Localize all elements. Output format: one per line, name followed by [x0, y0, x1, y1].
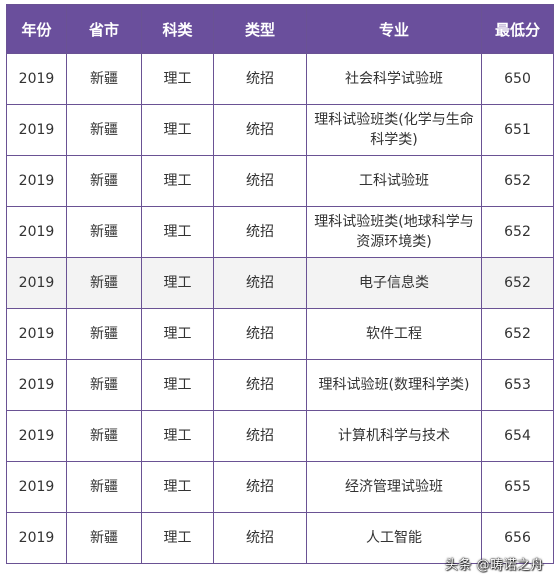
table-header-row: 年份 省市 科类 类型 专业 最低分	[6, 4, 554, 54]
table-row: 2019 新疆 理工 统招 工科试验班 652	[6, 155, 554, 207]
header-min-score: 最低分	[481, 4, 554, 54]
cell-major: 社会科学试验班	[306, 53, 482, 105]
table-row: 2019 新疆 理工 统招 理科试验班类(化学与生命科学类) 651	[6, 104, 554, 156]
header-type: 类型	[213, 4, 307, 54]
cell-major: 理科试验班类(地球科学与资源环境类)	[306, 206, 482, 258]
table-body: 2019 新疆 理工 统招 社会科学试验班 650 2019 新疆 理工 统招 理科试验班类(化学与…	[6, 53, 554, 564]
cell-type: 统招	[213, 461, 307, 513]
admissions-table: 年份 省市 科类 类型 专业 最低分 2019 新疆 理工 统招 社会科学试验班 650 2…	[6, 4, 554, 564]
cell-min-score: 652	[481, 257, 554, 309]
table-row: 2019 新疆 理工 统招 理科试验班(数理科学类) 653	[6, 359, 554, 411]
cell-year: 2019	[6, 104, 67, 156]
cell-min-score: 656	[481, 512, 554, 564]
cell-year: 2019	[6, 206, 67, 258]
cell-year: 2019	[6, 461, 67, 513]
cell-subject: 理工	[141, 359, 214, 411]
cell-type: 统招	[213, 410, 307, 462]
header-major: 专业	[306, 4, 482, 54]
cell-type: 统招	[213, 257, 307, 309]
table-row: 2019 新疆 理工 统招 软件工程 652	[6, 308, 554, 360]
cell-province: 新疆	[66, 257, 142, 309]
table-row: 2019 新疆 理工 统招 社会科学试验班 650	[6, 53, 554, 105]
table-row: 2019 新疆 理工 统招 计算机科学与技术 654	[6, 410, 554, 462]
header-province: 省市	[66, 4, 142, 54]
cell-min-score: 653	[481, 359, 554, 411]
header-year: 年份	[6, 4, 67, 54]
table-row: 2019 新疆 理工 统招 电子信息类 652	[6, 257, 554, 309]
cell-subject: 理工	[141, 257, 214, 309]
cell-min-score: 651	[481, 104, 554, 156]
cell-type: 统招	[213, 155, 307, 207]
header-subject: 科类	[141, 4, 214, 54]
cell-type: 统招	[213, 53, 307, 105]
cell-min-score: 652	[481, 155, 554, 207]
cell-type: 统招	[213, 512, 307, 564]
cell-year: 2019	[6, 155, 67, 207]
cell-major: 经济管理试验班	[306, 461, 482, 513]
cell-subject: 理工	[141, 155, 214, 207]
cell-subject: 理工	[141, 461, 214, 513]
cell-major: 人工智能	[306, 512, 482, 564]
table-row: 2019 新疆 理工 统招 人工智能 656	[6, 512, 554, 564]
cell-major: 软件工程	[306, 308, 482, 360]
cell-province: 新疆	[66, 53, 142, 105]
cell-year: 2019	[6, 53, 67, 105]
cell-province: 新疆	[66, 104, 142, 156]
cell-province: 新疆	[66, 359, 142, 411]
cell-province: 新疆	[66, 410, 142, 462]
cell-subject: 理工	[141, 512, 214, 564]
cell-min-score: 652	[481, 206, 554, 258]
cell-province: 新疆	[66, 512, 142, 564]
cell-major: 计算机科学与技术	[306, 410, 482, 462]
cell-type: 统招	[213, 308, 307, 360]
cell-province: 新疆	[66, 206, 142, 258]
cell-min-score: 654	[481, 410, 554, 462]
cell-year: 2019	[6, 410, 67, 462]
cell-major: 电子信息类	[306, 257, 482, 309]
cell-major: 理科试验班类(化学与生命科学类)	[306, 104, 482, 156]
cell-province: 新疆	[66, 461, 142, 513]
cell-type: 统招	[213, 206, 307, 258]
cell-subject: 理工	[141, 206, 214, 258]
cell-province: 新疆	[66, 308, 142, 360]
cell-subject: 理工	[141, 104, 214, 156]
table-row: 2019 新疆 理工 统招 经济管理试验班 655	[6, 461, 554, 513]
cell-type: 统招	[213, 104, 307, 156]
cell-type: 统招	[213, 359, 307, 411]
cell-min-score: 652	[481, 308, 554, 360]
cell-major: 理科试验班(数理科学类)	[306, 359, 482, 411]
cell-year: 2019	[6, 359, 67, 411]
cell-major: 工科试验班	[306, 155, 482, 207]
table-row: 2019 新疆 理工 统招 理科试验班类(地球科学与资源环境类) 652	[6, 206, 554, 258]
cell-year: 2019	[6, 512, 67, 564]
watermark: 头条 @畴诺之舟	[444, 558, 544, 573]
cell-subject: 理工	[141, 308, 214, 360]
cell-province: 新疆	[66, 155, 142, 207]
cell-min-score: 650	[481, 53, 554, 105]
cell-min-score: 655	[481, 461, 554, 513]
cell-year: 2019	[6, 308, 67, 360]
cell-subject: 理工	[141, 410, 214, 462]
cell-subject: 理工	[141, 53, 214, 105]
cell-year: 2019	[6, 257, 67, 309]
